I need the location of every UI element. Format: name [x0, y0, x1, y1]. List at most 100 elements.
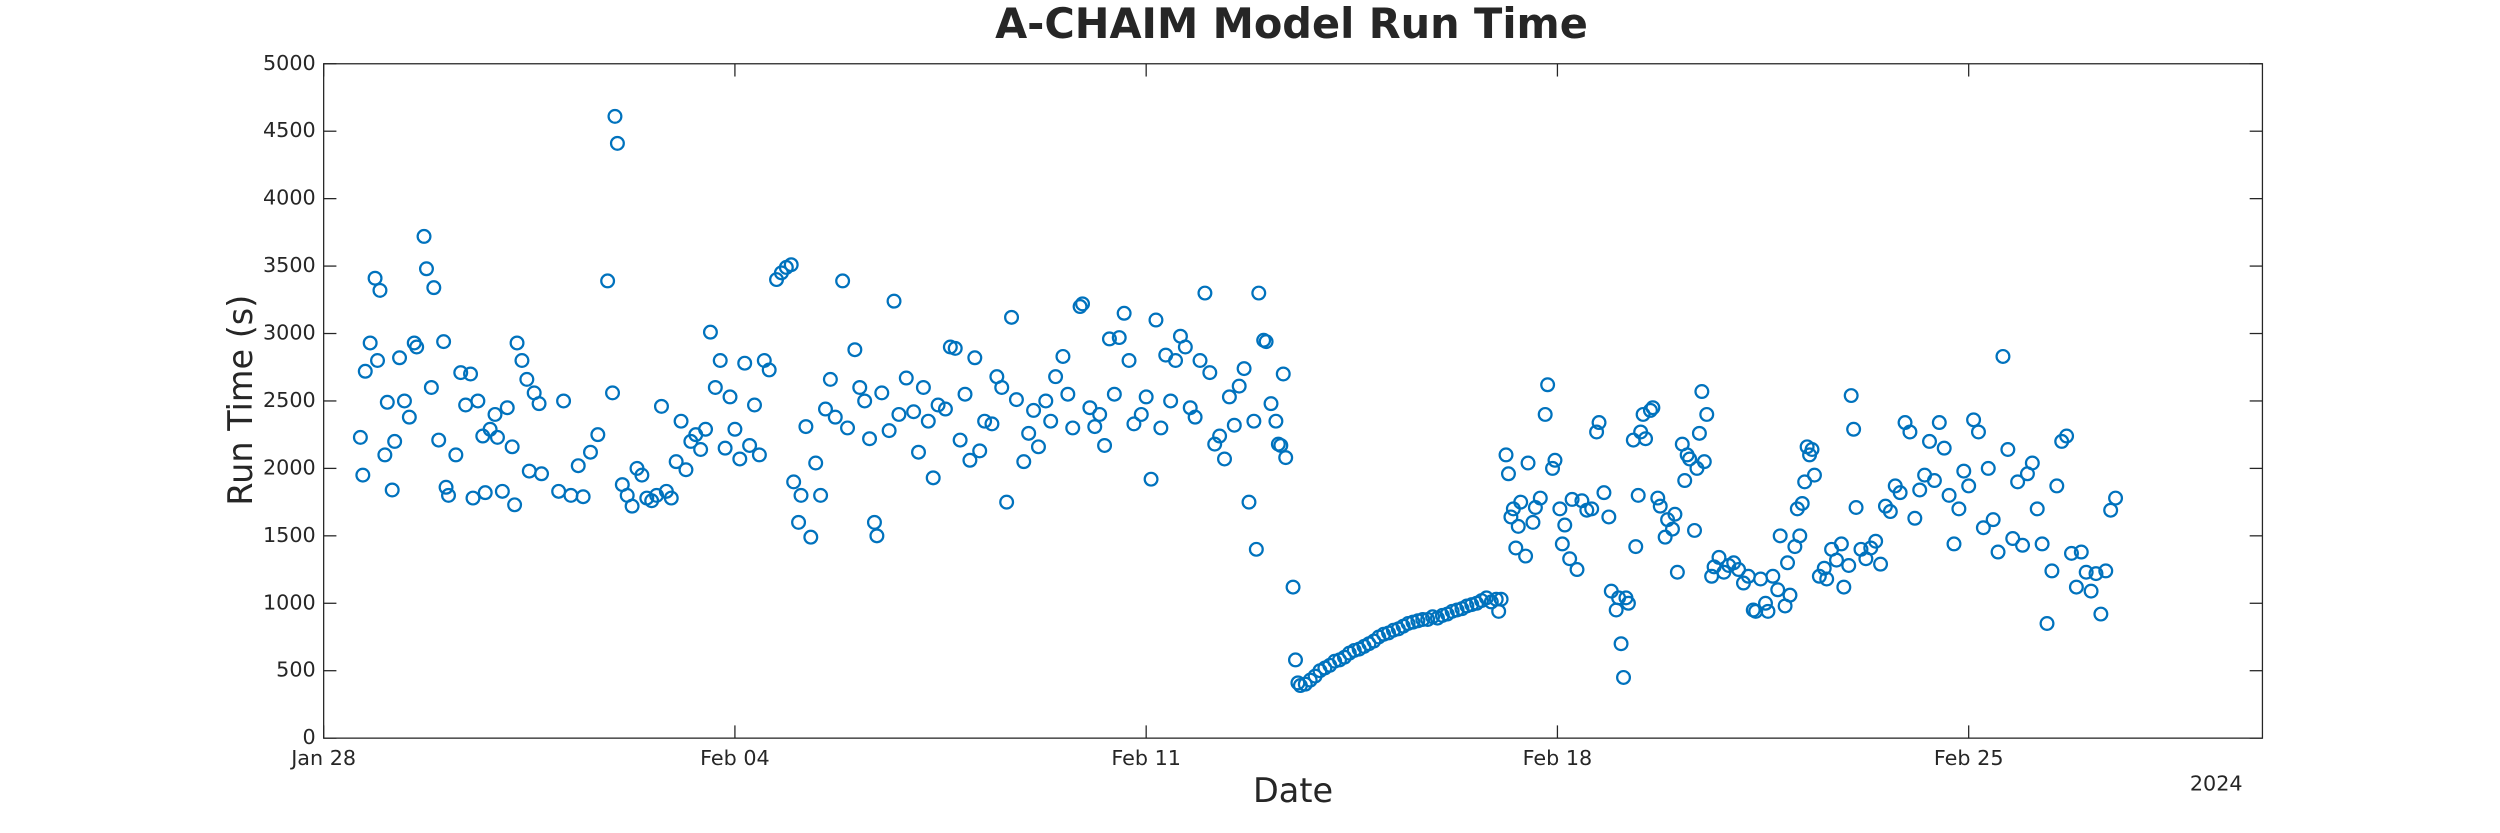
data-point	[1985, 512, 2001, 528]
y-tick-label: 4500	[263, 118, 316, 142]
data-point	[1153, 420, 1169, 436]
data-point	[1589, 424, 1605, 440]
data-point	[1520, 455, 1536, 471]
data-point	[1258, 334, 1274, 350]
data-point	[392, 350, 408, 366]
data-point	[426, 280, 442, 296]
data-point	[575, 489, 591, 505]
data-point	[698, 421, 714, 437]
data-point	[1004, 309, 1020, 325]
data-point	[1682, 451, 1698, 467]
data-point	[1197, 285, 1213, 301]
data-point	[379, 394, 395, 410]
data-point	[1922, 433, 1938, 449]
data-point	[977, 413, 993, 429]
data-point	[1941, 487, 1957, 503]
y-tick-label: 2000	[263, 455, 316, 479]
data-point	[1554, 536, 1570, 552]
data-point	[898, 370, 914, 386]
data-point	[1192, 353, 1208, 368]
data-point	[1873, 556, 1889, 572]
data-point	[2044, 563, 2060, 579]
data-point	[1106, 386, 1122, 402]
data-point	[957, 386, 973, 402]
x-tick-label: Feb 04	[700, 746, 770, 770]
data-point	[507, 497, 523, 513]
data-point	[1804, 442, 1820, 458]
data-point	[1537, 406, 1553, 422]
data-point	[857, 393, 873, 409]
data-point	[847, 342, 863, 358]
data-point	[370, 353, 386, 368]
data-point	[840, 420, 856, 436]
data-point	[1936, 440, 1952, 456]
data-point	[1696, 454, 1712, 470]
data-point	[786, 474, 802, 490]
data-point	[362, 335, 378, 351]
data-point	[2039, 616, 2055, 631]
data-point	[2024, 455, 2040, 471]
y-tick-label: 4000	[263, 186, 316, 210]
data-point	[1545, 460, 1561, 476]
data-point	[377, 447, 393, 463]
data-point	[1226, 417, 1242, 433]
data-point	[1912, 482, 1928, 498]
data-point	[1043, 413, 1059, 429]
x-axis-label: Date	[1253, 771, 1333, 810]
data-point	[874, 385, 890, 401]
data-point	[1846, 421, 1862, 437]
data-point	[1990, 544, 2006, 560]
data-point	[1508, 540, 1524, 556]
data-point	[1828, 552, 1844, 568]
data-point	[2005, 531, 2021, 547]
data-point	[673, 413, 689, 429]
data-point	[920, 413, 936, 429]
data-point	[869, 528, 885, 544]
data-point	[1797, 474, 1813, 490]
data-point	[1687, 522, 1703, 538]
data-point	[1975, 520, 1991, 536]
data-point	[1060, 386, 1076, 402]
data-point	[1503, 509, 1519, 525]
data-point	[1711, 549, 1727, 565]
data-point	[972, 443, 988, 459]
data-point	[494, 483, 510, 499]
y-tick-label: 3000	[263, 321, 316, 345]
data-point	[891, 406, 907, 422]
data-point	[1892, 485, 1908, 501]
data-point	[1657, 529, 1673, 545]
data-point	[803, 529, 819, 545]
data-point	[2015, 537, 2031, 553]
data-point	[1121, 353, 1137, 368]
data-point	[2108, 490, 2124, 506]
data-point	[1163, 393, 1179, 409]
data-point	[1667, 506, 1683, 522]
data-point	[967, 350, 983, 366]
data-point	[911, 444, 927, 460]
data-point	[1217, 451, 1232, 467]
data-point	[852, 379, 868, 395]
data-point	[423, 379, 439, 395]
data-point	[531, 396, 547, 412]
data-point	[2083, 583, 2099, 599]
data-point	[1980, 460, 1996, 476]
x-tick-label: Feb 18	[1523, 746, 1593, 770]
data-point	[2034, 536, 2050, 552]
data-point	[1008, 392, 1024, 408]
data-point	[1493, 591, 1509, 607]
data-point	[1087, 419, 1103, 435]
data-point	[1691, 425, 1707, 441]
data-point	[416, 228, 432, 244]
data-point	[1961, 478, 1977, 494]
data-point	[742, 437, 758, 453]
data-point	[1268, 413, 1284, 429]
data-point	[1677, 473, 1693, 489]
data-point	[1792, 528, 1808, 544]
data-point	[881, 423, 897, 439]
data-point	[438, 479, 454, 495]
data-point	[1082, 400, 1098, 416]
data-point	[1694, 384, 1710, 400]
data-point	[827, 409, 843, 425]
data-point	[1055, 348, 1071, 364]
data-point	[835, 273, 851, 289]
